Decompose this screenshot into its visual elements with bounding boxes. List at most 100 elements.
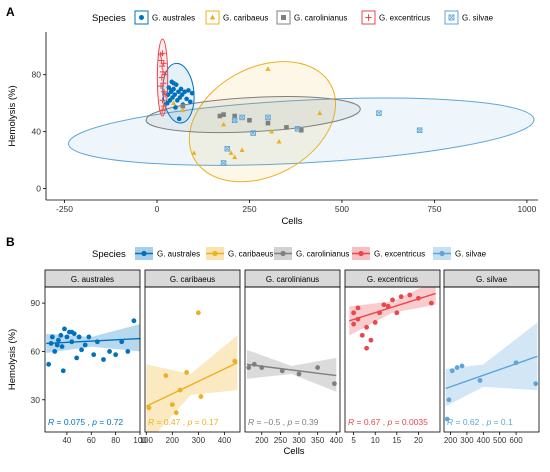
point-sil-5 [477,378,483,383]
facet-title-caro: G. carolinianus [266,275,319,284]
y-axis-label-b: Hemolysis (%) [7,329,18,390]
point-aus-11 [69,339,75,345]
point-sil-5 [265,114,271,121]
point-car-4 [239,147,245,153]
point-exc-11 [159,97,166,104]
point-caro-5 [284,125,289,130]
point-aus-19 [94,339,100,345]
point-sil-2 [231,117,238,124]
x-tick-label-aus-100: 100 [133,436,147,445]
x-tick-label-a-0: 0 [155,204,160,214]
confidence-band-aus [46,324,140,354]
point-exc-5 [364,345,369,351]
facet-title-aus: G. australes [71,275,114,284]
point-exc-2 [355,305,361,311]
legend-label-caro: G. carolinianus [296,250,349,259]
point-exc-13 [160,103,167,110]
point-exc-1 [351,310,357,316]
point-sil-0 [444,416,450,422]
point-aus-9 [64,334,70,340]
point-exc-8 [161,88,167,95]
panel-b-facets: G. australes R = 0.075 , p = 0.72 40 60 80 10… [7,269,540,457]
legend-label-exc: G. excentricus [379,14,430,23]
point-aus-2 [49,334,55,340]
point-exc-10 [385,303,391,309]
legend-marker-car [209,14,216,20]
x-tick-label-caro-400: 400 [330,436,344,445]
facet-sil: G. silvae R = 0.62 , p = 0.1 200 300 400 500 6… [443,269,540,445]
point-caro-4 [296,371,302,377]
facet-frame-caro [244,286,341,433]
legend-item-aus: G. australes [134,10,195,25]
point-car-2 [228,150,234,155]
panel-label-a: A [6,5,15,19]
point-sil-7 [533,381,539,387]
point-aus-18 [91,352,97,358]
point-caro-2 [232,113,237,119]
facet-plot-exc [349,287,436,351]
point-aus-15 [79,347,84,353]
y-tick-label-a-0: 0 [36,184,41,194]
point-sil-3 [454,365,460,370]
legend-b: Species G. australes G. caribaeus G. caroli… [92,247,487,260]
facet-frame-exc [344,286,441,433]
y-tick-label-b-60: 60 [31,346,41,356]
x-tick-label-car-200: 200 [166,436,180,445]
point-exc-8 [377,310,382,316]
point-exc-5 [160,60,167,67]
fit-line-exc [349,292,436,322]
point-aus-8 [62,326,67,332]
point-sil-8 [416,127,423,133]
x-tick-label-car-100: 100 [140,436,154,445]
legend-label-car: G. caribaeus [223,14,268,23]
x-tick-label-a-250: 250 [242,204,256,214]
fit-line-sil [445,355,538,390]
point-aus-9 [173,105,178,110]
facet-title-exc: G. excentricus [367,275,418,284]
point-caro-0 [217,113,223,119]
facet-car: G. caribaeus R = 0.47 , p = 0.17 100 200 300… [140,269,241,445]
legend-label-caro: G. carolinianus [294,14,347,23]
point-caro-2 [259,365,265,370]
point-exc-10 [158,83,165,90]
legend-marker-aus [139,15,144,20]
legend-item-car: G. caribaeus [205,10,268,25]
point-aus-6 [58,332,64,338]
x-tick-label-car-300: 300 [192,436,206,445]
point-car-6 [195,310,201,316]
point-sil-0 [220,160,227,166]
ellipse-car [188,61,337,183]
facet-frame-car [144,286,241,433]
x-tick-label-caro-200: 200 [255,436,269,445]
facet-title-car: G. caribaeus [170,275,215,284]
point-aus-18 [182,89,188,95]
point-aus-22 [189,90,195,96]
facet-caro: G. carolinianus R = –0.5 , p = 0.39 200 250… [244,269,344,445]
point-sil-2 [449,368,455,374]
legend-marker-caro [281,15,286,20]
y-axis-label-a: Hemolysis (%) [7,85,18,146]
point-aus-14 [76,334,82,340]
facet-frame-aus [44,286,141,433]
point-aus-17 [86,334,92,340]
confidence-band-exc [349,287,436,336]
point-caro-3 [279,368,285,374]
legend-item-exc: G. excentricus [361,10,430,25]
point-sil-6 [513,360,519,366]
facet-plot-car [145,310,238,432]
point-aus-23 [119,339,125,345]
y-tick-label-a-80: 80 [32,70,42,80]
point-caro-6 [298,127,304,133]
facet-plot-caro [246,349,337,392]
legend-label-exc: G. excentricus [374,250,425,259]
point-exc-9 [381,302,387,308]
legend-marker-exc [365,14,372,21]
point-caro-6 [332,381,337,387]
point-aus-19 [184,96,189,102]
point-car-0 [146,405,152,411]
x-tick-label-a-750: 750 [427,204,441,214]
x-tick-label-caro-250: 250 [274,436,288,445]
confidence-band-car [146,335,238,432]
y-tick-label-b-90: 90 [31,298,41,308]
legend-label-aus: G. australes [152,14,195,23]
